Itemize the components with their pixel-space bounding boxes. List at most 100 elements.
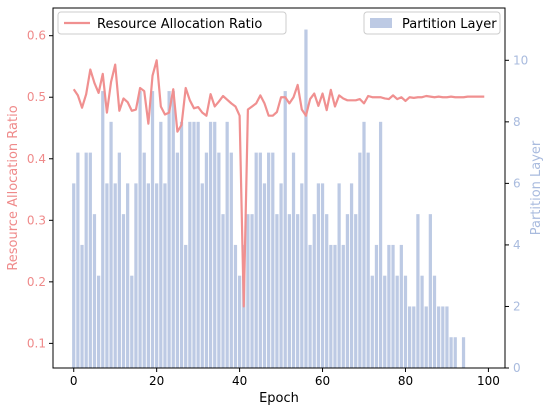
- bar-epoch-34: [213, 121, 217, 368]
- bar-epoch-32: [204, 152, 209, 368]
- bar-epoch-28: [188, 121, 192, 368]
- bar-epoch-77: [391, 244, 395, 368]
- bar-epoch-31: [200, 183, 204, 368]
- bar-epoch-25: [175, 152, 180, 368]
- bar-epoch-7: [101, 91, 105, 369]
- bar-epoch-88: [437, 306, 441, 368]
- bar-epoch-65: [341, 244, 345, 368]
- bar-epoch-33: [208, 121, 213, 368]
- bar-epoch-17: [142, 152, 146, 368]
- bar-epoch-3: [84, 152, 88, 368]
- bar-epoch-67: [349, 183, 354, 368]
- x-axis-title: Epoch: [259, 391, 299, 406]
- bar-epoch-58: [312, 214, 316, 368]
- bar-epoch-15: [134, 183, 138, 368]
- bar-epoch-52: [287, 214, 291, 368]
- bar-epoch-26: [179, 121, 184, 368]
- bar-epoch-91: [449, 337, 453, 368]
- bar-epoch-18: [146, 183, 150, 368]
- bar-epoch-11: [117, 152, 121, 368]
- bar-epoch-21: [159, 121, 163, 368]
- bar-epoch-66: [345, 214, 350, 368]
- bar-epoch-94: [461, 337, 466, 368]
- bar-epoch-37: [225, 121, 229, 368]
- resource-ratio-line-layer: [72, 59, 485, 308]
- bar-epoch-78: [395, 275, 399, 368]
- bar-epoch-29: [192, 121, 196, 368]
- bar-epoch-39: [233, 244, 238, 368]
- bar-epoch-79: [399, 244, 403, 368]
- y-axis-right: 0 2 4 6 8 10: [505, 53, 528, 375]
- resource-ratio-line: [72, 59, 485, 308]
- bar-epoch-61: [325, 214, 329, 368]
- y-axis-left: 0.1 0.2 0.3 0.4 0.5 0.6: [27, 29, 53, 350]
- bar-epoch-13: [126, 183, 130, 368]
- y-right-tick-label-1: 2: [513, 299, 521, 313]
- bar-epoch-54: [296, 214, 300, 368]
- bar-epoch-82: [412, 306, 416, 368]
- legend-bar-swatch: [370, 18, 392, 28]
- x-tick-label-100: 100: [477, 374, 500, 388]
- bar-epoch-48: [271, 152, 275, 368]
- bar-epoch-45: [258, 152, 262, 368]
- y-left-tick-label-3: 0.4: [27, 152, 46, 166]
- y-left-tick-label-4: 0.5: [27, 90, 46, 104]
- bar-epoch-50: [279, 183, 283, 368]
- bar-epoch-38: [229, 152, 233, 368]
- bar-epoch-20: [155, 183, 159, 368]
- x-tick-label-80: 80: [398, 374, 413, 388]
- bar-epoch-19: [150, 91, 155, 369]
- bar-epoch-62: [329, 244, 333, 368]
- bar-epoch-83: [416, 214, 420, 368]
- bar-epoch-40: [237, 275, 242, 368]
- bar-epoch-59: [316, 183, 321, 368]
- bar-epoch-80: [403, 275, 408, 368]
- bar-epoch-68: [354, 214, 358, 368]
- bar-epoch-43: [250, 214, 254, 368]
- bar-epoch-16: [138, 91, 142, 369]
- legend-line: Resource Allocation Ratio: [57, 11, 287, 35]
- y-left-tick-label-0: 0.1: [27, 336, 46, 350]
- bar-epoch-23: [167, 91, 171, 369]
- x-tick-label-20: 20: [149, 374, 164, 388]
- y-right-tick-label-0: 0: [513, 361, 521, 375]
- y-right-tick-label-2: 4: [513, 238, 521, 252]
- bar-epoch-73: [374, 244, 379, 368]
- bar-epoch-9: [109, 121, 113, 368]
- bar-epoch-86: [428, 214, 432, 368]
- bar-epoch-85: [424, 306, 428, 368]
- bar-epoch-47: [267, 152, 271, 368]
- x-tick-label-0: 0: [70, 374, 78, 388]
- bar-epoch-27: [184, 244, 188, 368]
- partition-layer-bars: [72, 29, 466, 369]
- bar-epoch-84: [420, 275, 424, 368]
- bar-epoch-74: [378, 121, 383, 368]
- bar-epoch-63: [333, 244, 337, 368]
- bar-epoch-2: [80, 244, 84, 368]
- x-tick-label-60: 60: [315, 374, 330, 388]
- bar-epoch-70: [362, 121, 366, 368]
- y-axis-left-title: Resource Allocation Ratio: [6, 105, 21, 270]
- bar-epoch-0: [72, 183, 76, 368]
- bar-epoch-49: [275, 214, 279, 368]
- bar-epoch-42: [246, 214, 250, 368]
- bar-epoch-8: [105, 183, 109, 368]
- x-axis: 0 20 40 60 80 100: [70, 368, 500, 388]
- bar-epoch-75: [383, 275, 387, 368]
- bar-epoch-89: [441, 306, 445, 368]
- plot-frame: [52, 7, 506, 369]
- y-left-tick-label-1: 0.2: [27, 275, 46, 289]
- y-right-tick-label-5: 10: [513, 53, 528, 67]
- bar-epoch-69: [358, 152, 362, 368]
- bar-epoch-46: [262, 183, 267, 368]
- bar-epoch-76: [387, 244, 391, 368]
- bar-epoch-72: [370, 275, 374, 368]
- bar-epoch-22: [163, 183, 167, 368]
- bar-epoch-71: [366, 152, 370, 368]
- legend-line-box: [57, 11, 287, 35]
- bar-epoch-14: [130, 275, 134, 368]
- y-axis-right-title: Partition Layer: [529, 140, 544, 235]
- bar-epoch-51: [283, 91, 287, 369]
- legend-bar: Partition Layer: [363, 11, 501, 35]
